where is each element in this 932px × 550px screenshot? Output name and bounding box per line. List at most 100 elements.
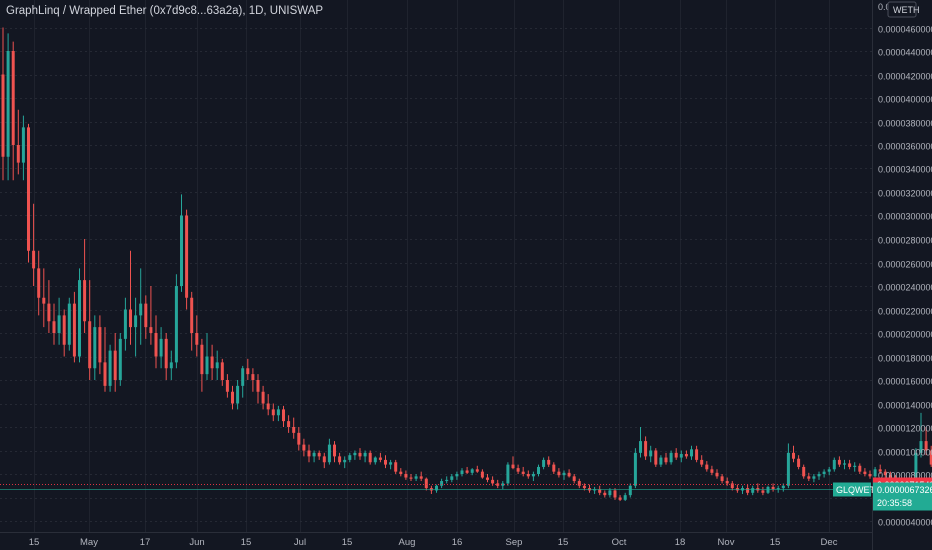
candle xyxy=(200,338,204,392)
candle-body xyxy=(154,333,158,357)
candle xyxy=(414,474,418,482)
candle-body xyxy=(276,409,280,416)
y-tick-label: 0.0000260000 xyxy=(878,260,932,270)
candle-body xyxy=(215,362,219,369)
candle xyxy=(16,109,20,175)
candle xyxy=(210,344,214,380)
candle-body xyxy=(266,403,270,410)
y-tick-label: 0.0000100000 xyxy=(878,448,932,458)
candle xyxy=(725,477,729,486)
candle xyxy=(700,455,704,467)
candle-body xyxy=(516,468,520,472)
candle xyxy=(628,483,632,498)
candle-body xyxy=(664,457,668,463)
candle xyxy=(440,478,444,489)
candle-body xyxy=(832,459,836,470)
candle xyxy=(786,443,790,489)
candle-body xyxy=(506,464,510,484)
candle xyxy=(57,297,61,345)
candle-body xyxy=(424,478,428,489)
x-tick-label: 16 xyxy=(452,537,463,548)
symbol-title[interactable]: GraphLinq / Wrapped Ether (0x7d9c8...63a… xyxy=(6,5,324,17)
candle-body xyxy=(710,469,714,473)
candle xyxy=(129,250,132,345)
candle xyxy=(822,469,826,478)
candle-body xyxy=(149,327,153,333)
candle-body xyxy=(327,444,331,463)
candle xyxy=(134,297,138,357)
candle xyxy=(368,450,372,465)
candle xyxy=(409,474,413,482)
y-tick-label: 0.0000420000 xyxy=(878,72,932,82)
candle xyxy=(486,474,489,483)
candles xyxy=(1,27,932,502)
candle xyxy=(47,280,51,333)
time-axis[interactable]: 15 May 17 Jun 15 Jul 15 Aug 16 Sep 15 Oct 18 Nov 15 Dec xyxy=(0,532,872,549)
candle xyxy=(501,481,505,490)
candle-body xyxy=(827,469,831,472)
candle xyxy=(297,427,301,451)
candle xyxy=(404,470,408,480)
candle-body xyxy=(684,454,688,457)
candle-body xyxy=(129,309,132,328)
candle-body xyxy=(271,409,275,416)
currency-label: WETH xyxy=(893,5,920,15)
candle xyxy=(292,417,296,439)
candle xyxy=(241,365,245,398)
candle xyxy=(205,333,209,380)
candle xyxy=(327,438,331,465)
candle-body xyxy=(848,463,852,467)
candle xyxy=(37,250,41,316)
candle xyxy=(516,464,520,474)
candle-body xyxy=(343,459,347,463)
candle xyxy=(552,462,556,474)
candle xyxy=(792,445,795,463)
candle xyxy=(475,465,479,473)
y-tick-label-top: 0.00 xyxy=(878,2,896,12)
candle-body xyxy=(195,333,199,345)
candle-body xyxy=(185,215,189,298)
candle xyxy=(797,455,801,470)
x-tick-label: May xyxy=(80,537,98,548)
candle-body xyxy=(868,474,872,477)
candle-body xyxy=(924,441,928,451)
candle-body xyxy=(537,466,540,474)
candle xyxy=(11,41,15,181)
candle-body xyxy=(705,464,709,470)
candle xyxy=(282,405,285,427)
candle xyxy=(649,445,653,463)
candle-body xyxy=(419,476,423,479)
x-tick-label: 15 xyxy=(342,537,353,548)
candle xyxy=(317,450,321,460)
candle-body xyxy=(674,452,678,458)
y-tick-label: 0.0000280000 xyxy=(878,236,932,246)
y-tick-label: 0.0000180000 xyxy=(878,354,932,364)
candle-body xyxy=(200,344,204,375)
candle-body xyxy=(174,286,178,363)
candle xyxy=(705,461,709,472)
candle-body xyxy=(455,474,459,477)
candle xyxy=(639,427,642,458)
candle xyxy=(144,295,148,339)
y-tick-label: 0.0000140000 xyxy=(878,401,932,411)
candle-body xyxy=(450,476,454,480)
candle xyxy=(603,490,607,498)
candle-body xyxy=(781,485,785,489)
x-tick-label: Sep xyxy=(506,537,523,548)
candle-body xyxy=(287,421,291,427)
candle xyxy=(684,450,688,459)
candle-body xyxy=(62,315,66,345)
candle-body xyxy=(878,469,882,472)
candle xyxy=(353,450,357,460)
candle-body xyxy=(577,481,581,486)
candle-body xyxy=(108,350,112,386)
candle xyxy=(848,459,852,470)
candle-body xyxy=(618,497,622,500)
candle-body xyxy=(47,303,51,322)
price-axis[interactable]: 0.00000600000.00000800000.00001000000.00… xyxy=(872,0,932,550)
y-tick-label: 0.0000380000 xyxy=(878,119,932,129)
candle-body xyxy=(123,309,127,339)
